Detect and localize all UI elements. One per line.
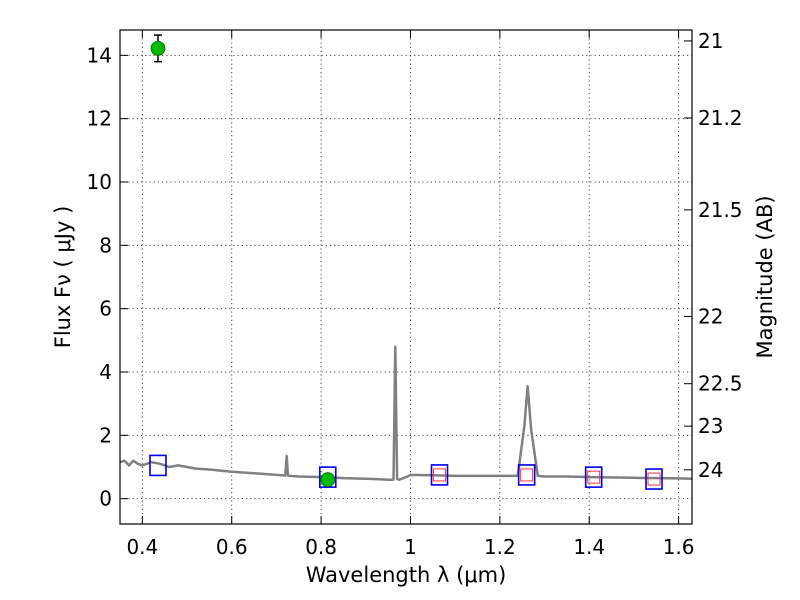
model-photometry-box <box>517 464 536 486</box>
y-tick-label: 10 <box>87 170 112 194</box>
y2-axis-label: Magnitude (AB) <box>753 195 777 358</box>
y-tick-label: 8 <box>99 233 112 257</box>
x-tick-label: 1.2 <box>484 535 516 559</box>
x-tick-label: 1.4 <box>573 535 605 559</box>
y-tick-label: 12 <box>87 107 112 131</box>
model-photometry-box <box>149 454 167 477</box>
model-photometry-box <box>584 466 603 488</box>
y-tick-label: 2 <box>99 423 112 447</box>
x-tick-label: 0.4 <box>126 535 158 559</box>
model-photometry-inner-box <box>647 472 661 486</box>
x-tick-label: 0.6 <box>216 535 248 559</box>
y2-tick-label: 22 <box>698 304 723 328</box>
y-tick-label: 14 <box>87 43 112 67</box>
axis-ticks: 0.4 0.6 0.8 1 1.2 1.4 1.6024681012142121.221.5… <box>87 29 743 559</box>
grid-lines <box>120 30 692 524</box>
observed-data-point <box>150 40 166 56</box>
plot-area <box>119 34 693 490</box>
x-tick-label: 1 <box>404 535 417 559</box>
model-photometry-box <box>318 466 337 488</box>
y-tick-label: 0 <box>99 487 112 511</box>
y2-tick-label: 23 <box>698 414 723 438</box>
plot-frame <box>119 29 693 525</box>
model-photometry-inner-box <box>520 468 534 482</box>
y2-tick-label: 21 <box>698 29 723 53</box>
x-axis-label: Wavelength λ (μm) <box>306 563 507 587</box>
y-tick-label: 6 <box>99 297 112 321</box>
x-tick-label: 1.6 <box>663 535 695 559</box>
observed-data-point <box>320 472 336 488</box>
x-tick-label: 0.8 <box>305 535 337 559</box>
y-tick-label: 4 <box>99 360 112 384</box>
model-photometry-box <box>645 468 663 490</box>
y2-tick-label: 21.5 <box>698 198 743 222</box>
model-photometry-box <box>430 464 449 486</box>
model-photometry-inner-box <box>587 470 601 484</box>
y2-tick-label: 22.5 <box>698 372 743 396</box>
y2-tick-label: 21.2 <box>698 106 743 130</box>
y-axis-label: Flux Fν ( μJy ) <box>51 206 75 349</box>
model-photometry-inner-box <box>433 468 447 482</box>
model-spectrum-line <box>119 345 693 481</box>
y2-tick-label: 24 <box>698 458 723 482</box>
